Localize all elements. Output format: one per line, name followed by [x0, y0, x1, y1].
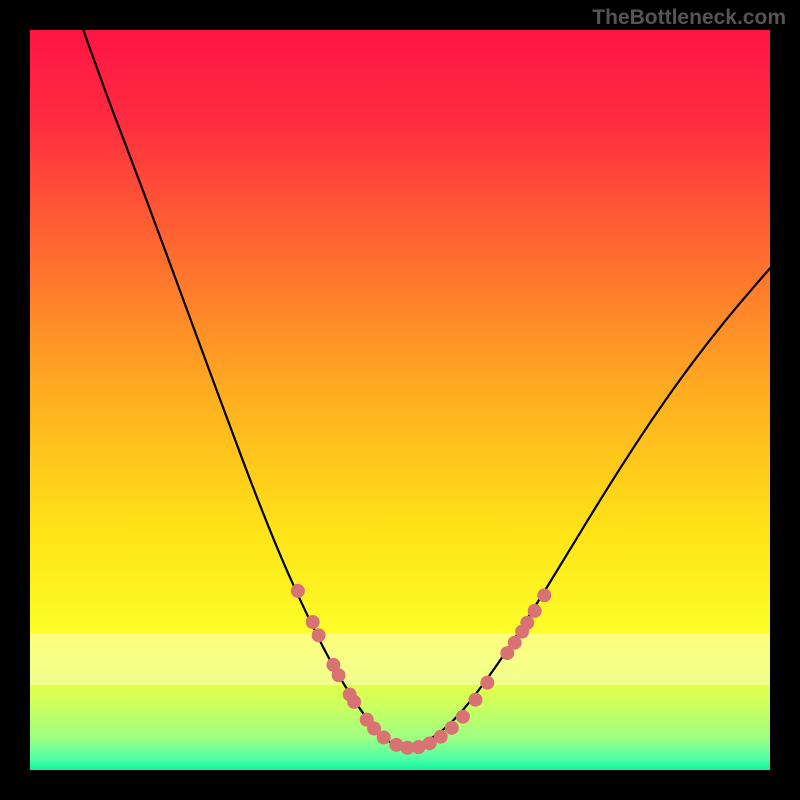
marker-point [520, 616, 534, 630]
marker-point [434, 730, 448, 744]
plot-area [30, 30, 770, 770]
marker-point [377, 730, 391, 744]
pale-band [30, 633, 770, 685]
marker-point [332, 668, 346, 682]
marker-point [347, 695, 361, 709]
chart-stage: TheBottleneck.com [0, 0, 800, 800]
marker-point [480, 676, 494, 690]
marker-point [445, 721, 459, 735]
watermark-text: TheBottleneck.com [592, 6, 786, 30]
marker-point [306, 615, 320, 629]
marker-point [537, 588, 551, 602]
marker-point [528, 604, 542, 618]
marker-point [456, 710, 470, 724]
marker-point [312, 628, 326, 642]
marker-point [468, 693, 482, 707]
plot-svg [30, 30, 770, 770]
marker-point [291, 584, 305, 598]
